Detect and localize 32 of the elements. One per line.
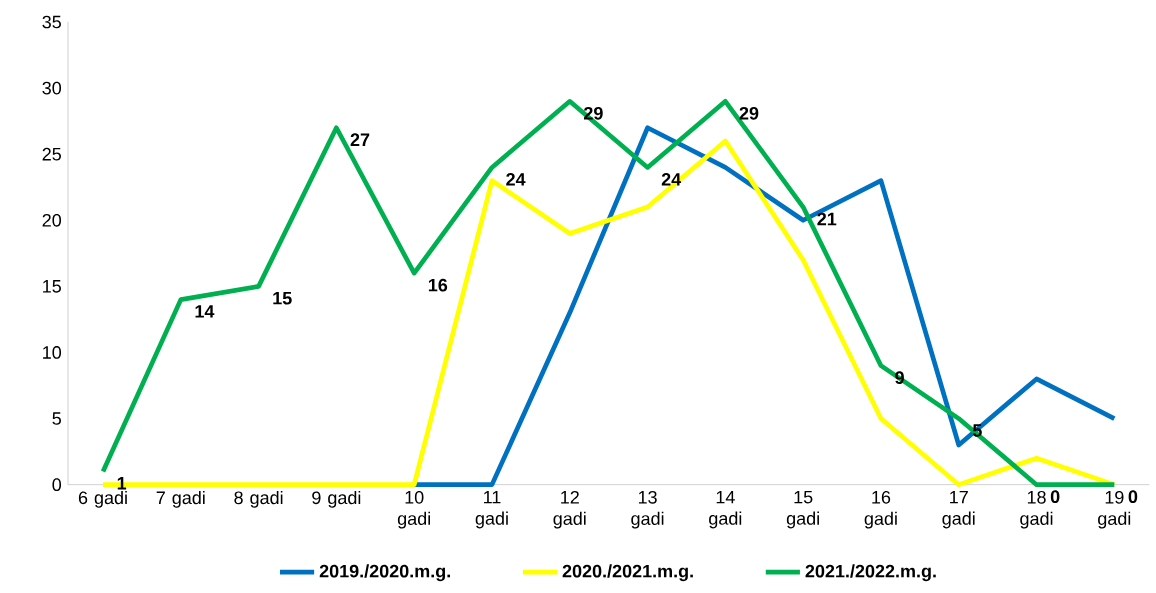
- y-tick-label: 20: [42, 214, 62, 227]
- data-label: 24: [506, 173, 526, 186]
- y-tick-label: 35: [42, 15, 61, 29]
- x-tick-label: 17 gadi: [942, 491, 975, 529]
- y-tick-label: 10: [43, 346, 62, 360]
- data-label: 14: [195, 305, 215, 318]
- x-tick-label: 12 gadi: [553, 491, 586, 529]
- legend-label: 2021./2022.m.g.: [805, 564, 936, 582]
- y-tick-label: 15: [43, 280, 61, 293]
- data-label: 21: [817, 212, 837, 226]
- x-tick-label: 7 gadi: [156, 491, 205, 508]
- data-label: 15: [273, 292, 292, 305]
- x-tick-label: 16 gadi: [864, 491, 897, 529]
- y-tick-label: 5: [52, 412, 61, 426]
- x-tick-label: 8 gadi: [234, 491, 283, 508]
- x-tick-label: 14 gadi: [709, 491, 742, 529]
- x-tick-label: 11 gadi: [475, 491, 508, 529]
- y-tick-label: 25: [42, 147, 61, 161]
- legend-label: 2019./2020.m.g.: [319, 564, 450, 582]
- data-label: 0: [1050, 490, 1060, 504]
- x-tick-label: 9 gadi: [312, 491, 361, 508]
- y-tick-label: 30: [42, 81, 62, 95]
- x-tick-label: 6 gadi: [78, 491, 127, 508]
- y-tick-label: 0: [52, 478, 62, 492]
- x-tick-label: 10 gadi: [397, 491, 430, 529]
- x-tick-label: 15 gadi: [786, 491, 819, 529]
- x-tick-label: 13 gadi: [631, 491, 664, 529]
- data-label: 29: [739, 107, 759, 120]
- data-label: 16: [428, 278, 448, 292]
- legend-label: 2020./2021.m.g.: [562, 564, 693, 582]
- data-label: 27: [350, 133, 370, 147]
- data-label: 29: [584, 107, 603, 120]
